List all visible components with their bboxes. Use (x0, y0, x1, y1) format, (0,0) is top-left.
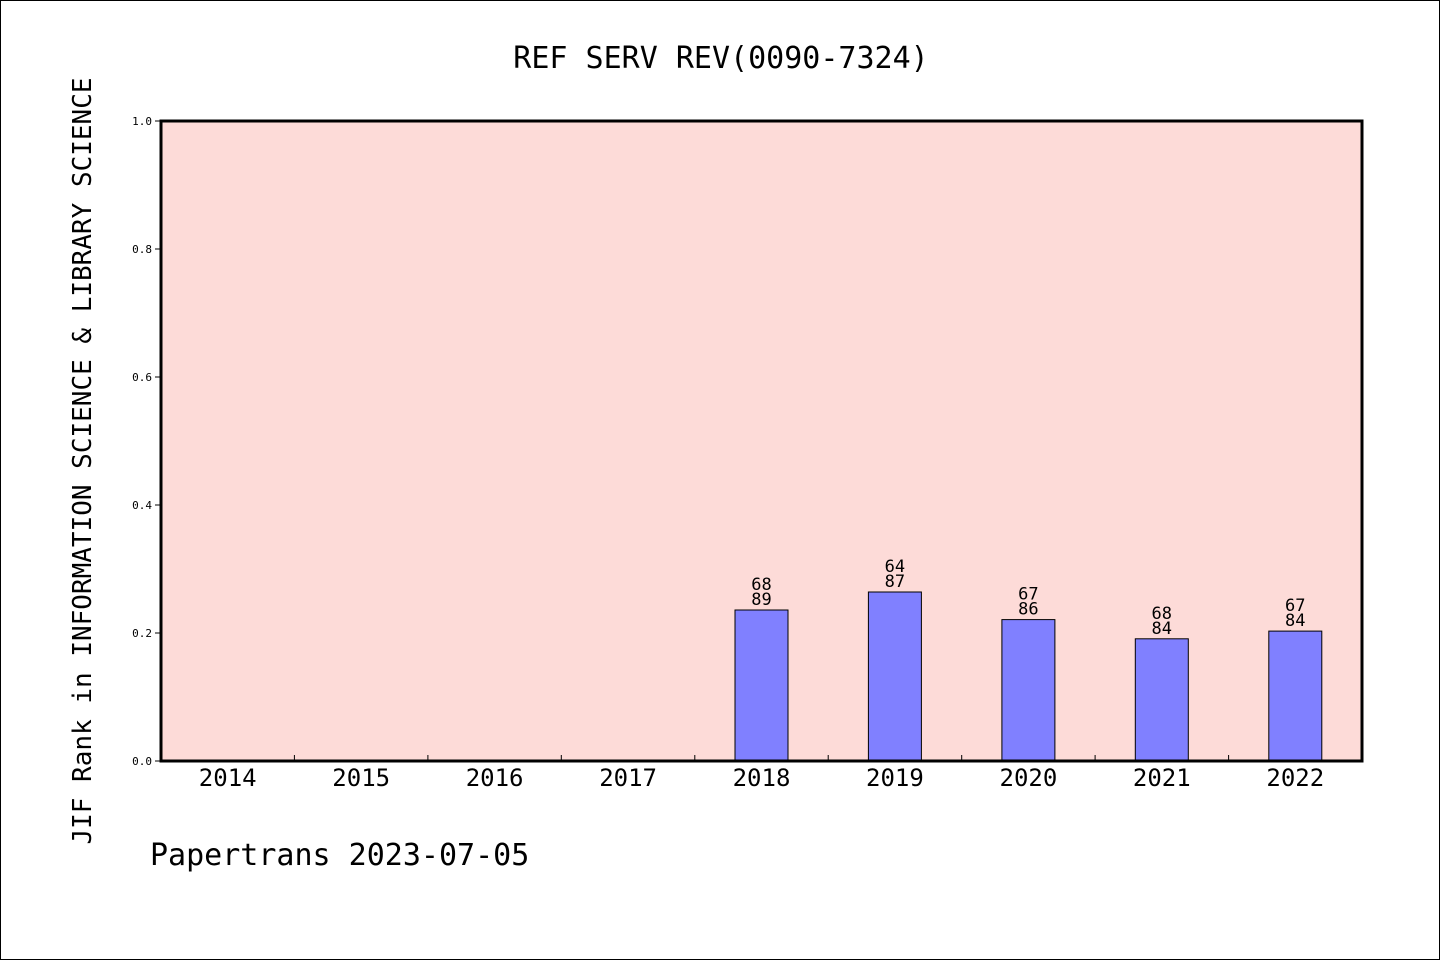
x-tick-label-2016: 2016 (466, 764, 524, 792)
y-tick-label: 0.0 (132, 755, 152, 768)
y-tick-label: 0.4 (132, 499, 152, 512)
x-tick-label-2022: 2022 (1266, 764, 1324, 792)
bar-2021 (1134, 638, 1189, 762)
bar-2020 (1001, 619, 1056, 762)
rank-label-2018: 68 (751, 575, 771, 595)
chart-title: REF SERV REV(0090-7324) (513, 41, 928, 76)
rank-label-2022: 67 (1285, 596, 1305, 616)
x-tick-label-2020: 2020 (1000, 764, 1058, 792)
y-tick-label: 1.0 (132, 115, 152, 128)
bar-2019 (867, 591, 922, 762)
y-axis: 0.0 0.2 0.4 0.6 0.8 1.0 (132, 115, 161, 768)
x-tick-label-2019: 2019 (866, 764, 924, 792)
x-tick-label-2015: 2015 (332, 764, 390, 792)
total-label-2021: 84 (1152, 619, 1172, 639)
total-label-2018: 89 (751, 590, 771, 610)
x-tick-label-2017: 2017 (599, 764, 657, 792)
bars-group (734, 591, 1323, 762)
x-tick-label-2018: 2018 (733, 764, 791, 792)
y-axis-label: JIF Rank in INFORMATION SCIENCE & LIBRAR… (68, 77, 98, 844)
rank-label-2021: 68 (1152, 604, 1172, 624)
footer-credit: Papertrans 2023-07-05 (150, 838, 529, 873)
y-tick-label: 0.8 (132, 243, 152, 256)
total-label-2022: 84 (1285, 611, 1305, 631)
plot-border (159, 119, 1364, 763)
bar-2018 (734, 609, 789, 762)
x-axis: 2014 2015 2016 2017 2018 2019 2020 2021 2022 (199, 755, 1324, 792)
x-tick-label-2014: 2014 (199, 764, 257, 792)
total-label-2019: 87 (885, 572, 905, 592)
y-tick-label: 0.2 (132, 627, 152, 640)
x-tick-label-2021: 2021 (1133, 764, 1191, 792)
total-label-2020: 86 (1018, 600, 1038, 620)
rank-label-2020: 67 (1018, 585, 1038, 605)
bar-2022 (1268, 630, 1323, 762)
rank-label-2019: 64 (885, 557, 905, 577)
y-tick-label: 0.6 (132, 371, 152, 384)
